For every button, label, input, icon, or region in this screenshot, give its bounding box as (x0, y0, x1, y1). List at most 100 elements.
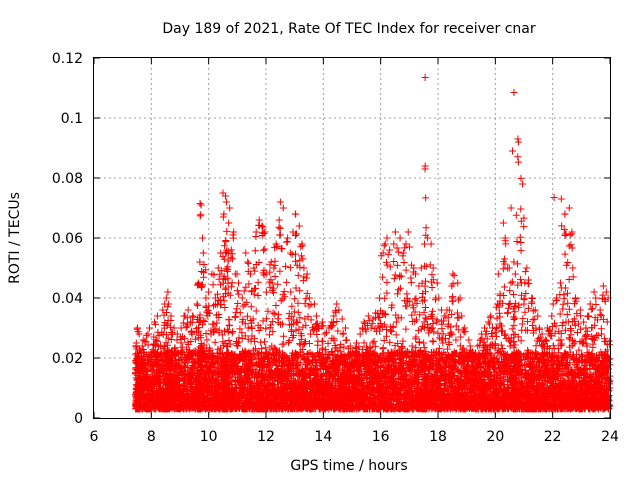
data-point (291, 295, 298, 302)
data-point (272, 273, 279, 280)
data-point (321, 331, 328, 338)
x-axis-label: GPS time / hours (290, 458, 407, 474)
data-point (282, 263, 289, 270)
data-point (261, 246, 268, 253)
data-point (168, 313, 175, 320)
y-tick-label: 0.02 (52, 351, 83, 367)
data-point (164, 289, 171, 296)
data-point (252, 247, 259, 254)
data-point (168, 336, 175, 343)
data-point (205, 289, 212, 296)
data-point (225, 220, 232, 227)
data-point (255, 279, 262, 286)
data-point (328, 319, 335, 326)
x-tick-label: 6 (90, 429, 99, 445)
data-point (343, 337, 350, 344)
data-point (253, 229, 260, 236)
data-point (181, 313, 188, 320)
data-point (242, 284, 249, 291)
data-point (270, 309, 277, 316)
x-tick-label: 16 (372, 429, 390, 445)
data-point (295, 309, 302, 316)
data-point (306, 340, 313, 347)
data-point (277, 225, 284, 232)
data-point (198, 202, 205, 209)
y-tick-label: 0.12 (52, 51, 83, 67)
data-point (233, 305, 240, 312)
data-point (234, 271, 241, 278)
data-point (241, 287, 248, 294)
data-point (280, 340, 287, 347)
data-point (283, 279, 290, 286)
data-point (319, 319, 326, 326)
data-point (194, 302, 201, 309)
data-point (283, 239, 290, 246)
data-point (272, 302, 279, 309)
data-point (235, 280, 242, 287)
data-point (263, 289, 270, 296)
data-point (154, 313, 161, 320)
x-tick-label: 20 (486, 429, 504, 445)
data-point (332, 307, 339, 314)
data-point (293, 230, 300, 237)
data-point (296, 223, 303, 230)
data-point (276, 217, 283, 224)
data-point (292, 258, 299, 265)
data-point (163, 295, 170, 302)
data-point (197, 211, 204, 218)
data-point (339, 331, 346, 338)
data-point (274, 281, 281, 288)
data-point (287, 288, 294, 295)
data-point (229, 328, 236, 335)
y-axis-label: ROTI / TECUs (7, 192, 23, 284)
chart-title: Day 189 of 2021, Rate Of TEC Index for r… (162, 21, 536, 37)
y-tick-label: 0.1 (61, 111, 83, 127)
data-point (264, 308, 271, 315)
data-point (261, 338, 268, 345)
data-point (212, 339, 219, 346)
data-point (299, 255, 306, 262)
data-point (288, 328, 295, 335)
x-tick-label: 8 (147, 429, 156, 445)
data-point (276, 268, 283, 275)
data-point (266, 331, 273, 338)
data-point (361, 319, 368, 326)
data-point (242, 250, 249, 257)
data-point (303, 295, 310, 302)
data-point (295, 300, 302, 307)
data-point (232, 313, 239, 320)
data-point (229, 330, 236, 337)
x-tick-label: 22 (544, 429, 562, 445)
data-point (308, 316, 315, 323)
x-tick-label: 10 (200, 429, 218, 445)
data-point (292, 251, 299, 258)
data-point (292, 211, 299, 218)
data-points (132, 74, 613, 413)
data-point (262, 325, 269, 332)
data-point (210, 302, 217, 309)
data-point (256, 217, 263, 224)
data-point (260, 247, 267, 254)
data-point (313, 313, 320, 320)
data-point (287, 250, 294, 257)
data-point (271, 310, 278, 317)
data-point (202, 295, 209, 302)
data-point (194, 301, 201, 308)
data-point (220, 211, 227, 218)
data-point (277, 199, 284, 206)
data-point (333, 301, 340, 308)
data-point (234, 287, 241, 294)
data-point (277, 231, 284, 238)
data-point (275, 224, 282, 231)
data-point (144, 331, 151, 338)
data-point (244, 259, 251, 266)
data-point (298, 252, 305, 259)
data-point (197, 212, 204, 219)
data-point (134, 325, 141, 332)
data-point (146, 325, 153, 332)
data-point (220, 214, 227, 221)
data-point (143, 332, 150, 339)
y-tick-label: 0 (74, 411, 83, 427)
data-point (295, 272, 302, 279)
